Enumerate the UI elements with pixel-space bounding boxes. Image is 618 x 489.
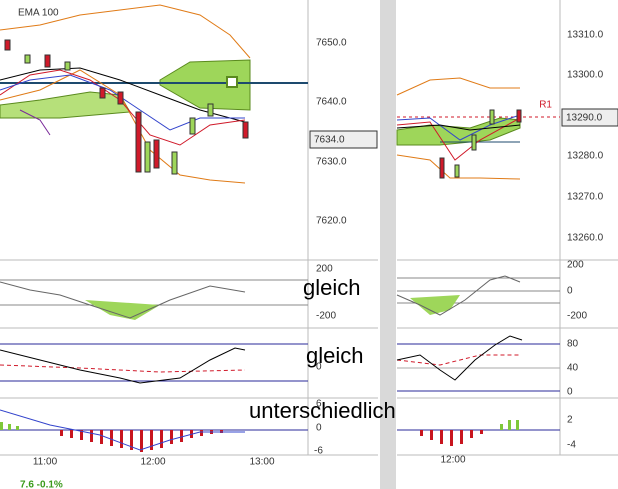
indicator-line bbox=[0, 364, 246, 373]
axis-label: 0 bbox=[316, 423, 322, 434]
annotation: unterschiedlich bbox=[249, 398, 396, 423]
indicator-line bbox=[0, 347, 246, 384]
time-label: 13:00 bbox=[249, 457, 274, 468]
footer-text: 7.6 -0.1% bbox=[20, 480, 63, 489]
axis-label: 0 bbox=[316, 362, 322, 373]
axis-label: 40 bbox=[567, 363, 579, 374]
axis-label: -4 bbox=[567, 440, 576, 451]
price-box bbox=[309, 130, 378, 149]
time-label: 12:00 bbox=[440, 455, 465, 466]
indicator-line bbox=[0, 281, 246, 319]
indicator-line bbox=[396, 354, 520, 366]
histogram bbox=[60, 430, 223, 452]
histogram bbox=[500, 420, 519, 430]
band-upper bbox=[396, 77, 520, 96]
axis-label: -200 bbox=[316, 311, 336, 322]
candles bbox=[4, 39, 249, 175]
axis-label: 80 bbox=[567, 339, 579, 350]
ma-line bbox=[0, 67, 246, 123]
band-upper bbox=[0, 4, 251, 59]
pane-separators bbox=[0, 259, 618, 456]
axis-label: -200 bbox=[567, 311, 587, 322]
histogram bbox=[0, 422, 19, 430]
indicator-levels bbox=[397, 343, 560, 392]
time-label: 11:00 bbox=[33, 457, 58, 468]
price-label: 7650.0 bbox=[316, 38, 347, 49]
indicator-line bbox=[396, 335, 523, 381]
ma-line bbox=[396, 117, 521, 161]
band-lower bbox=[396, 154, 521, 180]
band-lower bbox=[0, 69, 246, 184]
price-label: 13310.0 bbox=[567, 30, 604, 41]
axis-label: -6 bbox=[314, 446, 323, 457]
candles bbox=[439, 109, 522, 179]
price-label: 7640.0 bbox=[316, 97, 347, 108]
price-box bbox=[561, 108, 618, 127]
price-label: 13280.0 bbox=[567, 151, 604, 162]
indicator-line bbox=[396, 275, 521, 316]
axis-label: 6 bbox=[316, 399, 322, 410]
ma-line bbox=[396, 124, 521, 131]
annotation: gleich bbox=[306, 343, 363, 368]
current-price: 7634.0 bbox=[314, 135, 345, 146]
time-label: 12:00 bbox=[140, 457, 165, 468]
panel-divider bbox=[380, 0, 396, 489]
price-label: 7630.0 bbox=[316, 157, 347, 168]
level-label: R1 bbox=[539, 100, 552, 111]
axis-label: 0 bbox=[567, 387, 573, 398]
cloud bbox=[159, 59, 251, 111]
price-label: 13260.0 bbox=[567, 233, 604, 244]
axis-label: 2 bbox=[567, 415, 573, 426]
ma-line bbox=[19, 109, 51, 136]
header-box bbox=[0, 3, 60, 19]
indicator-header: EMA 100 bbox=[18, 8, 59, 19]
marker bbox=[226, 76, 238, 88]
histogram-area bbox=[85, 300, 160, 320]
axis-label: 200 bbox=[316, 264, 333, 275]
price-label: 13270.0 bbox=[567, 192, 604, 203]
price-label: 7620.0 bbox=[316, 216, 347, 227]
current-price: 13290.0 bbox=[566, 113, 603, 124]
axis-label: 0 bbox=[567, 286, 573, 297]
price-label: 13300.0 bbox=[567, 70, 604, 81]
annotation: gleich bbox=[303, 275, 360, 300]
histogram bbox=[420, 430, 483, 446]
indicator-line bbox=[0, 409, 245, 451]
ma-line bbox=[396, 114, 521, 141]
axis-label: 200 bbox=[567, 260, 584, 271]
